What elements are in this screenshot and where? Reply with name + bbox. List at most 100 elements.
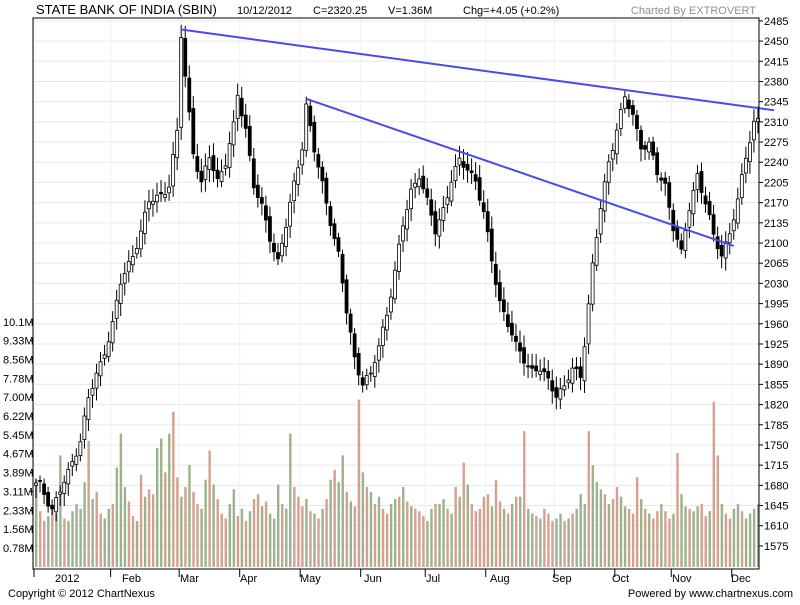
candle-body [691,189,696,215]
candle-body [147,201,151,210]
candle-body [110,321,115,344]
volume-bar [369,491,373,567]
candle-body [235,94,240,120]
price-tick-label: 1995 [764,299,788,311]
candle-body [602,181,607,212]
candle-body [372,362,377,377]
price-tick-label: 1680 [764,480,788,492]
time-tick-label: Nov [672,573,692,585]
candle-body [578,366,583,378]
candle-body [687,210,692,228]
candle-body [328,206,333,227]
volume-bar [281,503,284,567]
candle-body [86,397,91,420]
volume-bar [406,501,409,567]
volume-bar [607,503,611,567]
price-tick-label: 2135 [764,218,788,230]
volume-bar [442,499,445,567]
candle-body [546,371,551,379]
plot-frame [32,17,760,570]
time-tick-label: Oct [612,573,629,585]
candle-body [465,163,470,171]
candle-body [384,314,389,331]
candle-body [288,201,293,227]
candle-body [421,175,426,190]
volume-bar [438,503,441,567]
candle-body [417,178,422,188]
candle-body [239,97,244,117]
volume-tick-label: 2.33M [3,505,34,517]
candle-body [356,353,361,376]
candle-body [300,149,305,166]
candle-body [203,165,208,180]
volume-bar [696,506,699,567]
price-tick-label: 2345 [764,97,788,109]
time-tick-label: Apr [240,573,257,585]
volume-bar [232,489,236,567]
volume-bar [236,516,240,567]
volume-bar [216,499,219,567]
quote-change: Chg=+4.05 (+0.2%) [463,5,559,17]
volume-bar [103,518,106,567]
volume-bar [559,513,562,567]
candle-body [94,372,99,389]
volume-bar [160,438,163,567]
candle-body [453,166,458,181]
volume-bar [204,479,207,567]
price-tick-label: 2275 [764,137,788,149]
candle-body [695,173,700,191]
volume-bar [720,503,724,567]
candle-body [352,333,357,358]
volume-bar [59,455,62,567]
time-tick-label: Feb [122,573,141,585]
volume-bar [87,440,90,567]
volume-bar [143,496,147,567]
volume-bar [297,496,300,567]
volume-bar [196,503,199,567]
candle-body [284,227,288,247]
candle-body [344,279,349,314]
candle-body [554,387,559,398]
powered-by-link[interactable]: Powered by www.chartnexus.com [628,588,793,600]
candle-body [336,237,341,252]
volume-bar [353,506,357,567]
candle-body [582,346,587,382]
volume-bar [329,479,332,567]
candle-body [268,216,272,242]
volume-bar [321,508,324,567]
volume-bar [79,508,82,567]
volume-bar [289,433,292,567]
volume-bar [668,518,671,567]
quote-volume: V=1.36M [388,5,432,17]
candle-body [542,368,547,373]
candle-body [562,385,567,391]
volume-bar [680,494,683,567]
candle-body [655,152,660,176]
candle-body [171,154,176,187]
volume-bar [623,506,627,567]
copyright-text: Copyright © 2012 ChartNexus [8,588,155,600]
price-tick-label: 1750 [764,440,788,452]
price-tick-label: 2205 [764,177,788,189]
price-tick-label: 2310 [764,117,788,129]
volume-bar [676,452,679,567]
candle-body [719,244,724,257]
candle-body [627,99,631,110]
volume-bar [736,503,740,567]
candle-body [187,77,192,113]
volume-bar [724,513,728,567]
volume-bar [450,513,453,567]
volume-bar [478,508,482,567]
candle-body [219,171,224,182]
time-tick-label: 2012 [55,573,79,585]
candle-body [360,377,365,386]
volume-bar [527,508,530,567]
volume-bar [635,477,639,567]
candle-body [618,109,623,129]
volume-bar [224,518,227,567]
volume-bar [200,508,203,567]
volume-bar [547,513,550,567]
candle-body [42,483,46,495]
volume-bar [305,499,308,567]
candle-body [134,248,139,255]
